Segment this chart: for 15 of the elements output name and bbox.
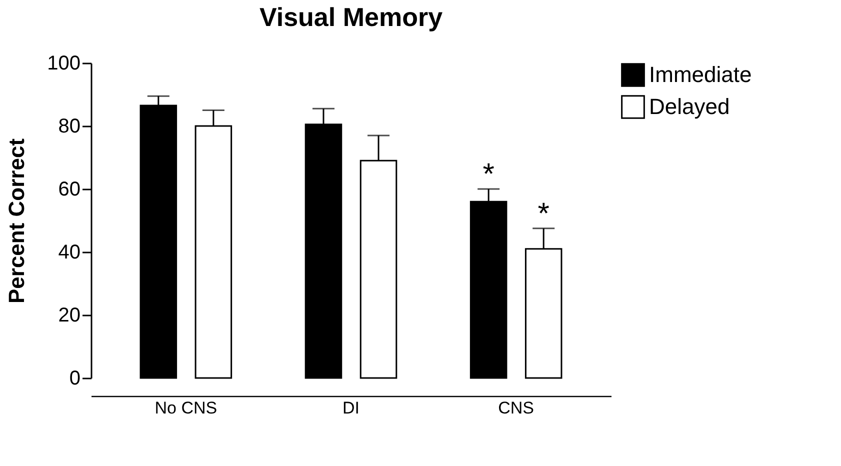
legend-label: Delayed: [649, 94, 730, 119]
chart-title: Visual Memory: [259, 2, 444, 32]
x-tick-label: DI: [342, 398, 360, 418]
y-tick-label: 80: [58, 116, 80, 138]
y-tick-label: 60: [58, 178, 80, 200]
legend-label: Immediate: [649, 62, 752, 87]
y-tick-label: 40: [58, 242, 80, 264]
y-tick-label: 20: [58, 304, 80, 326]
data-label: *: [538, 197, 550, 230]
y-axis-title: Percent Correct: [4, 138, 30, 304]
y-tick-label: 0: [69, 368, 80, 390]
x-tick-label: CNS: [498, 398, 534, 418]
x-tick-label: No CNS: [154, 398, 218, 418]
y-tick-label: 100: [47, 52, 80, 74]
data-label: *: [482, 158, 495, 191]
